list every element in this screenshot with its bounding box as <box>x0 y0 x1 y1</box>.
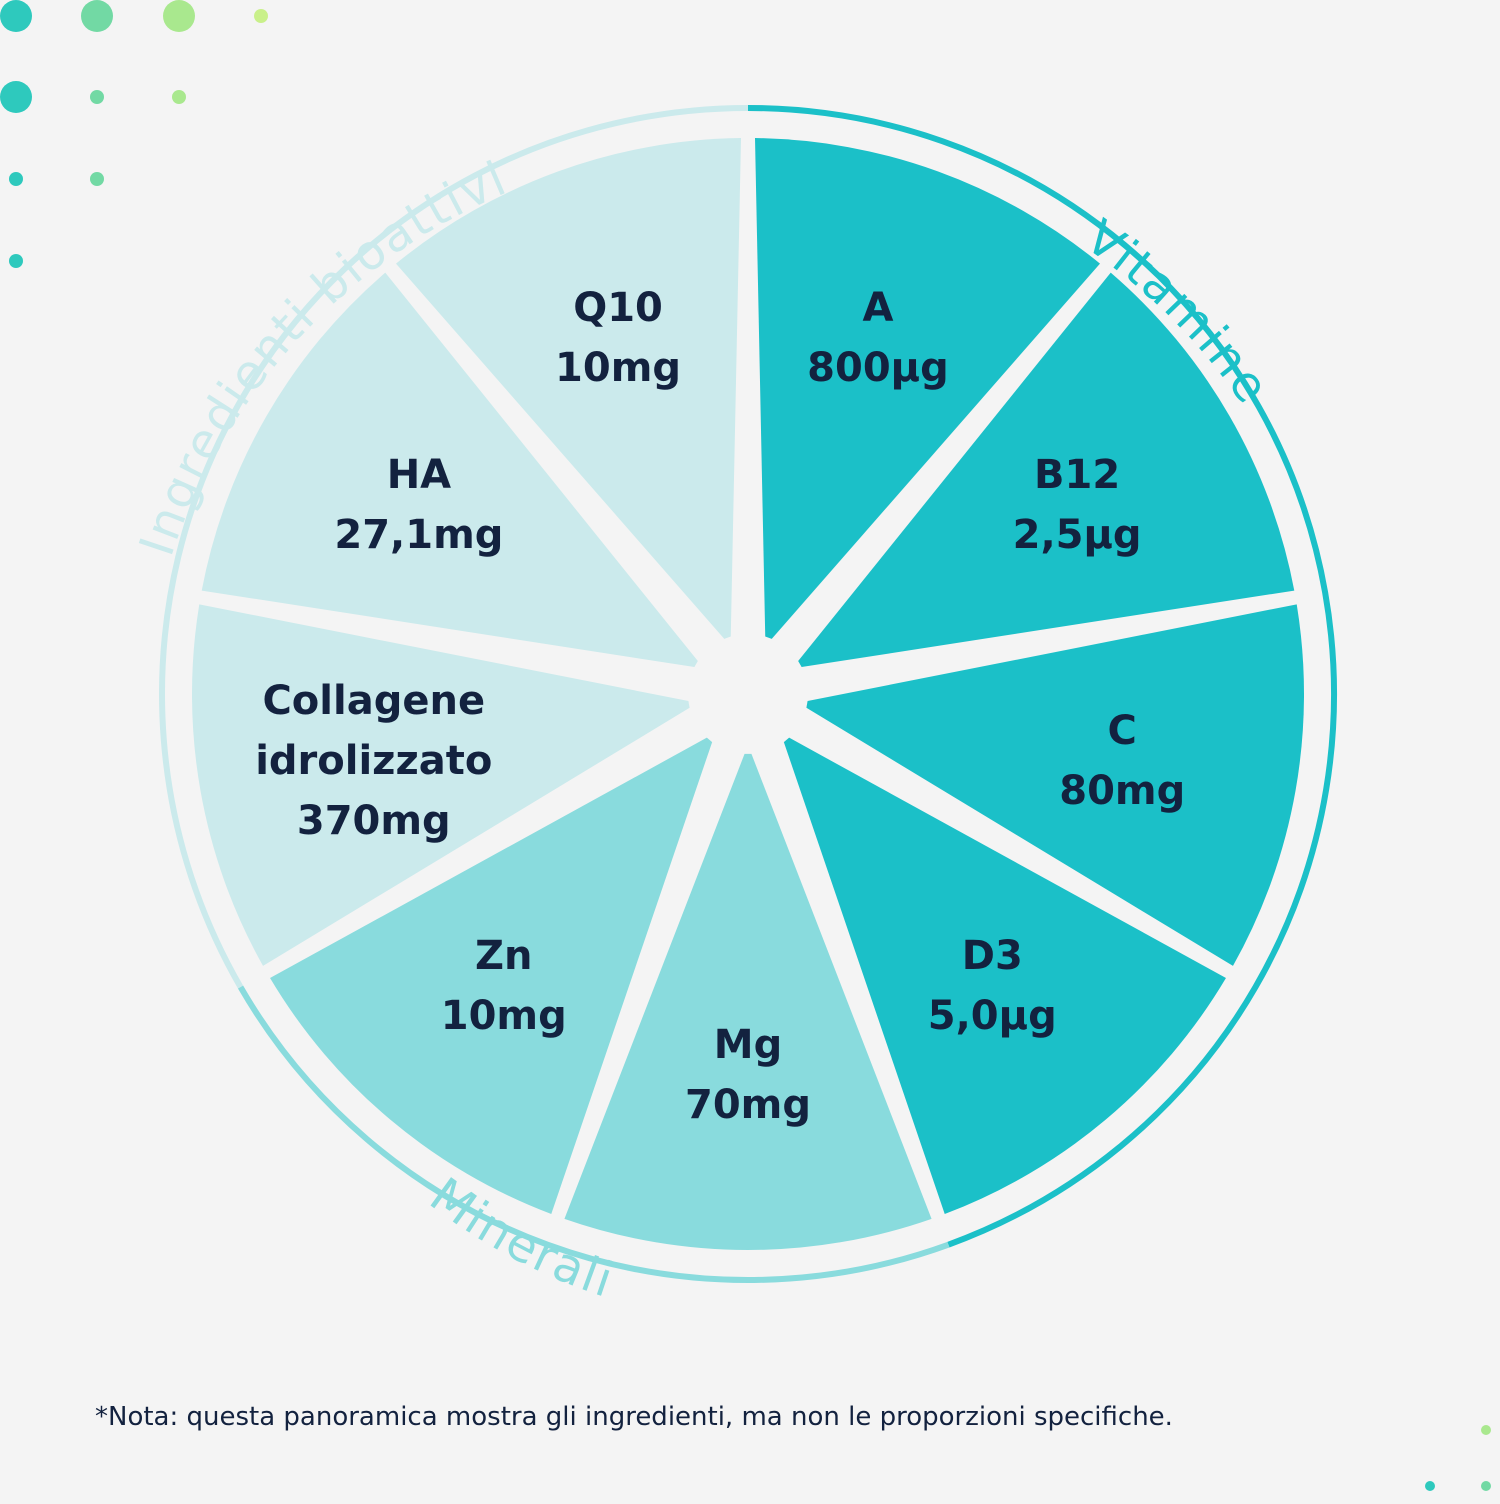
wheel-slice-q10 <box>396 138 741 639</box>
segment-value: 10mg <box>441 993 567 1039</box>
segment-value: 2,5µg <box>1013 512 1142 558</box>
decorative-dot <box>254 9 268 23</box>
decorative-dot <box>163 0 195 32</box>
wheel-slice-d3 <box>783 737 1226 1215</box>
segment-name: B12 <box>1034 452 1120 498</box>
segment-name: C <box>1108 708 1137 754</box>
group-rings <box>159 105 1337 1283</box>
wheel-slice-collagene-idrolizzato <box>191 604 690 966</box>
segment-name: HA <box>387 452 451 498</box>
segment-name: Zn <box>475 933 532 979</box>
group-ring-ingredienti <box>159 105 749 989</box>
segment-value: 800µg <box>807 345 949 391</box>
segment-name: Q10 <box>573 285 663 331</box>
wheel-slice-a <box>755 138 1100 639</box>
wheel-slice-b12 <box>798 272 1295 668</box>
segment-name: Mg <box>714 1022 782 1068</box>
group-ring-minerali <box>237 985 950 1283</box>
decorative-dot <box>1481 1481 1491 1491</box>
decorative-dot <box>1481 1425 1491 1435</box>
wheel-labels: A 800µg B12 2,5µg C 80mg D3 5,0µg Mg 70mg Zn 10mg Co… <box>255 285 1185 1128</box>
decorative-dot <box>1425 1481 1435 1491</box>
decorative-dot <box>90 172 104 186</box>
decorative-dot <box>90 90 104 104</box>
decorative-dot <box>9 254 23 268</box>
decorative-dot <box>0 0 32 32</box>
wheel-slice-c <box>806 604 1304 966</box>
segment-value: 70mg <box>685 1082 811 1128</box>
segment-name: A <box>862 285 893 331</box>
wheel-slice-mg <box>564 753 932 1250</box>
decorative-dot <box>172 90 186 104</box>
group-ring-vitamine <box>747 105 1337 1248</box>
disclaimer-note: *Nota: questa panoramica mostra gli ingr… <box>95 1402 1173 1432</box>
segment-value: 27,1mg <box>334 512 503 558</box>
segment-name: Collagene <box>262 678 485 724</box>
segment-name: D3 <box>962 933 1023 979</box>
decorative-dot <box>9 172 23 186</box>
segment-value: 80mg <box>1059 768 1185 814</box>
segment-value: 370mg <box>297 798 451 844</box>
decorative-dot <box>0 81 32 113</box>
segment-value: 10mg <box>555 345 681 391</box>
wheel-slice-ha <box>201 272 698 668</box>
segment-value: 5,0µg <box>928 993 1057 1039</box>
segment-name: idrolizzato <box>255 738 492 784</box>
wheel-slices <box>191 138 1304 1250</box>
decorative-dot <box>81 0 113 32</box>
wheel-slice-zn <box>270 737 713 1215</box>
